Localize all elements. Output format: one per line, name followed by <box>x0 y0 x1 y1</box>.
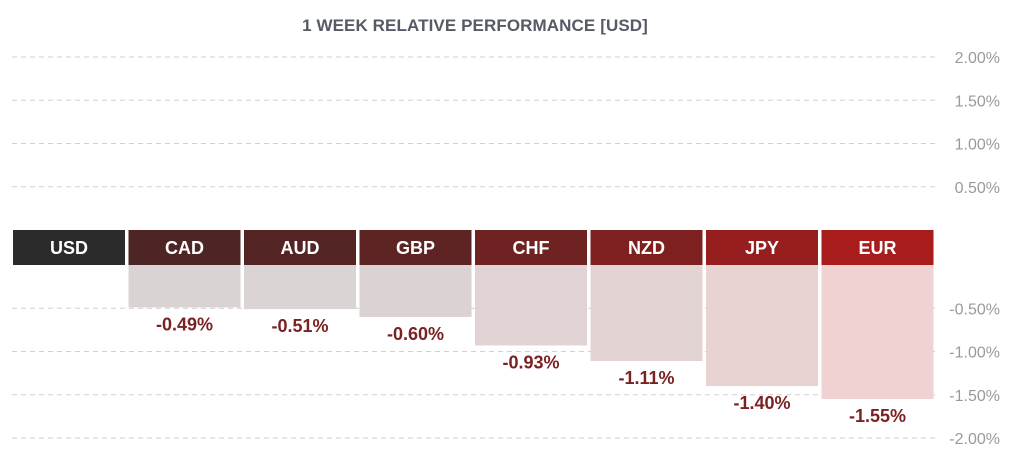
category-label: CAD <box>165 238 204 258</box>
y-tick-label: -0.50% <box>949 301 1000 318</box>
category-header-aud <box>244 230 356 265</box>
category-label: AUD <box>281 238 320 258</box>
category-label: NZD <box>628 238 665 258</box>
y-tick-label: 1.50% <box>955 93 1000 110</box>
chart-title: 1 WEEK RELATIVE PERFORMANCE [USD] <box>302 16 648 35</box>
bar-aud <box>244 265 356 310</box>
y-tick-label: 0.50% <box>955 180 1000 197</box>
y-tick-label: 1.00% <box>955 137 1000 154</box>
bar-jpy <box>706 265 818 387</box>
y-tick-label: -1.00% <box>949 345 1000 362</box>
category-label: USD <box>50 238 88 258</box>
category-header-eur <box>821 230 934 265</box>
bar-cad <box>128 265 241 308</box>
category-label: GBP <box>396 238 435 258</box>
value-label: -0.93% <box>502 352 559 372</box>
value-label: -1.11% <box>618 368 674 388</box>
y-axis-ticks: 2.00% 1.50% 1.00% 0.50% -0.50% -1.00% -1.50% -2… <box>949 50 1000 448</box>
bars <box>128 265 934 400</box>
category-header-cad <box>128 230 241 265</box>
y-tick-label: 2.00% <box>955 50 1000 67</box>
value-labels: -0.49% -0.51% -0.60% -0.93% -1.11% -1.40% -1.5… <box>156 314 906 426</box>
value-label: -1.40% <box>733 393 790 413</box>
category-header-gbp <box>359 230 472 265</box>
bar-eur <box>821 265 934 400</box>
value-label: -0.60% <box>387 324 444 344</box>
category-label: EUR <box>858 238 896 258</box>
category-header-nzd <box>590 230 703 265</box>
category-headers: USD CAD AUD GBP CHF NZD JPY EUR <box>13 230 934 265</box>
category-header-usd <box>13 230 125 265</box>
y-tick-label: -2.00% <box>949 431 1000 448</box>
bar-gbp <box>359 265 472 317</box>
bar-chf <box>475 265 587 346</box>
bar-nzd <box>590 265 703 362</box>
gridlines <box>12 56 935 439</box>
value-label: -0.51% <box>271 316 328 336</box>
category-header-jpy <box>706 230 818 265</box>
value-label: -1.55% <box>849 406 906 426</box>
category-label: CHF <box>513 238 550 258</box>
category-label: JPY <box>745 238 779 258</box>
value-label: -0.49% <box>156 314 213 334</box>
y-tick-label: -1.50% <box>949 388 1000 405</box>
category-header-chf <box>475 230 587 265</box>
